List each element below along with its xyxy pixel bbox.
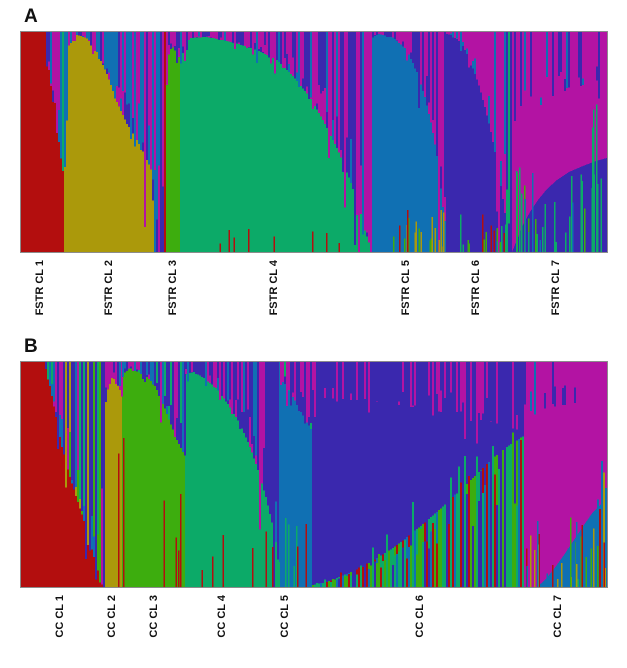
- cluster-label: CC CL 7: [552, 595, 564, 638]
- cluster-label: CC CL 4: [216, 594, 228, 637]
- cluster-label: FSTR CL 4: [268, 259, 280, 315]
- cluster-label: CC CL 5: [279, 595, 291, 638]
- cluster-label: CC CL 1: [54, 595, 66, 638]
- cluster-label: CC CL 6: [414, 595, 426, 638]
- cluster-label: CC CL 2: [106, 595, 118, 638]
- panel-a-letter: A: [24, 6, 38, 27]
- cluster-label: CC CL 3: [148, 595, 160, 638]
- cluster-label: FSTR CL 2: [103, 260, 115, 315]
- cluster-label: FSTR CL 1: [34, 260, 46, 315]
- cluster-label: FSTR CL 6: [470, 260, 482, 315]
- structure-plot-panel-b: CC CL 1 CC CL 2 CC CL 3 CC CL 4 CC CL 5 CC CL…: [20, 361, 608, 638]
- cluster-label: FSTR CL 5: [400, 260, 412, 315]
- cluster-label: FSTR CL 7: [550, 260, 562, 315]
- structure-plot-panel-a: FSTR CL 1 FSTR CL 2 FSTR CL 3 FSTR CL 4 FSTR…: [20, 31, 608, 315]
- cluster-label: FSTR CL 3: [167, 260, 179, 315]
- panel-b-letter: B: [24, 336, 38, 357]
